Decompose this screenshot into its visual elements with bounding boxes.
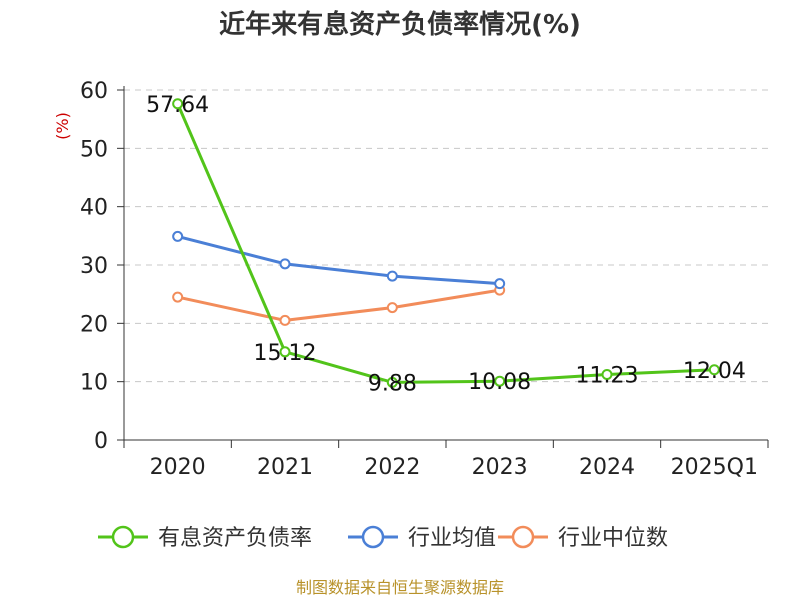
legend-label: 有息资产负债率 — [158, 526, 312, 551]
data-point — [172, 230, 184, 242]
data-point — [386, 302, 398, 314]
legend-marker — [111, 525, 135, 549]
data-label: 57.64 — [146, 93, 209, 118]
data-point — [494, 375, 506, 387]
x-tick-label: 2021 — [257, 455, 313, 480]
x-tick-label: 2025Q1 — [671, 455, 758, 480]
data-point — [279, 346, 291, 358]
data-label: 12.04 — [683, 359, 746, 384]
data-label: 10.08 — [468, 370, 531, 395]
legend-marker — [361, 525, 385, 549]
source-note: 制图数据来自恒生聚源数据库 — [296, 578, 504, 597]
y-tick-label: 10 — [80, 371, 108, 396]
legend: 有息资产负债率 行业均值 行业中位数 — [98, 525, 668, 551]
series-group — [172, 98, 720, 388]
data-point — [494, 278, 506, 290]
y-tick-label: 50 — [80, 137, 108, 162]
y-tick-label: 0 — [94, 429, 108, 454]
data-point — [386, 270, 398, 282]
data-point — [172, 291, 184, 303]
series-line — [177, 288, 500, 322]
data-point — [601, 368, 613, 380]
y-tick-label: 40 — [80, 196, 108, 221]
data-point — [172, 98, 184, 110]
data-label: 9.88 — [368, 371, 417, 396]
data-point — [279, 314, 291, 326]
series-line — [177, 234, 500, 286]
legend-label: 行业中位数 — [558, 526, 668, 551]
data-point — [386, 376, 398, 388]
x-tick-label: 2024 — [579, 455, 635, 480]
legend-marker — [511, 525, 535, 549]
data-point — [708, 364, 720, 376]
data-labels: 57.64 15.12 9.88 10.08 11.23 12.04 — [146, 93, 746, 397]
chart-title: 近年来有息资产负债率情况(%) — [219, 9, 581, 40]
data-label: 15.12 — [254, 341, 317, 366]
grid-lines — [124, 89, 768, 383]
x-tick-label: 2020 — [150, 455, 206, 480]
y-tick-label: 60 — [80, 79, 108, 104]
y-tick-label: 30 — [80, 254, 108, 279]
x-tick-label: 2023 — [472, 455, 528, 480]
series-line — [176, 103, 715, 384]
y-tick-label: 20 — [80, 312, 108, 337]
y-axis-unit: (%) — [53, 112, 72, 140]
legend-label: 行业均值 — [408, 526, 496, 551]
data-label: 11.23 — [576, 363, 639, 388]
x-tick-label: 2022 — [364, 455, 420, 480]
axes: 0 10 20 30 40 50 60 2020 2021 2022 2023 2024 2025Q1 — [80, 79, 769, 480]
data-point — [279, 258, 291, 270]
